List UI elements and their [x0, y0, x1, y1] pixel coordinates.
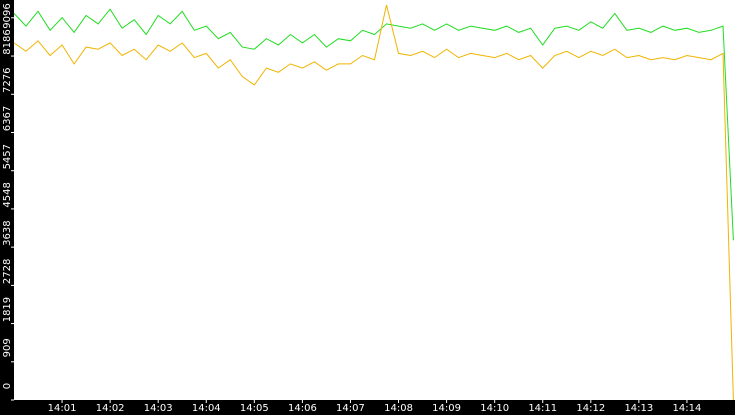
x-tick-label: 14:04 [192, 403, 221, 414]
y-tick-label: 5457 [2, 144, 13, 169]
x-tick-label: 14:13 [624, 403, 653, 414]
x-tick-label: 14:05 [240, 403, 269, 414]
y-axis-band [0, 0, 14, 415]
x-tick-label: 14:12 [576, 403, 605, 414]
x-tick-label: 14:01 [48, 403, 77, 414]
x-axis-band [0, 400, 735, 415]
x-tick-label: 14:02 [96, 403, 125, 414]
y-tick-label: 2728 [2, 259, 13, 284]
y-tick-label: 8186 [2, 29, 13, 54]
x-tick-label: 14:09 [432, 403, 461, 414]
x-tick-label: 14:06 [288, 403, 317, 414]
series-line [13, 4, 734, 401]
y-tick-label: 0 [2, 383, 13, 389]
x-tick-label: 14:11 [528, 403, 557, 414]
y-tick-label: 3638 [2, 220, 13, 245]
x-tick-label: 14:10 [480, 403, 509, 414]
x-tick-label: 14:08 [384, 403, 413, 414]
y-tick-label: 1819 [2, 297, 13, 322]
x-tick-label: 14:03 [144, 403, 173, 414]
y-tick-label: 4548 [2, 182, 13, 207]
y-tick-label: 9096 [2, 3, 13, 28]
x-tick-label: 14:07 [336, 403, 365, 414]
y-tick-label: 7276 [2, 68, 13, 93]
y-tick-label: 909 [2, 338, 13, 357]
x-tick-label: 14:14 [673, 403, 702, 414]
y-tick-label: 6367 [2, 106, 13, 131]
series-line [13, 8, 734, 241]
